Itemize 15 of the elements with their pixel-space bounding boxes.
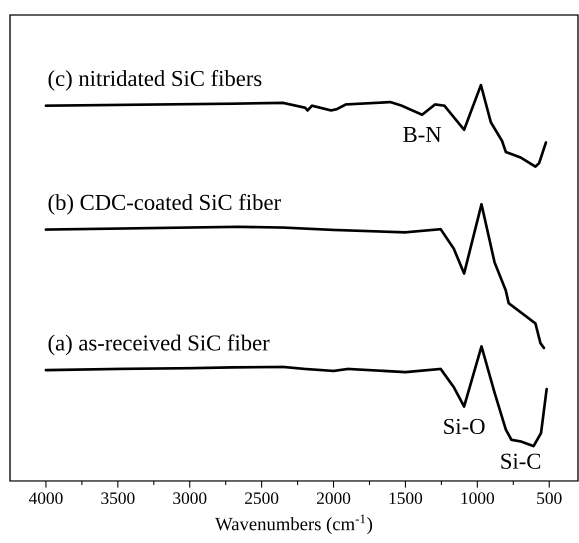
annotation: B-N	[403, 127, 442, 142]
x-tick-label: 500	[537, 492, 562, 504]
series-label: (a) as-received SiC fiber	[48, 334, 270, 356]
series-label: (b) CDC-coated SiC fiber	[48, 194, 281, 215]
x-tick-label: 2500	[245, 492, 278, 504]
x-axis-title: Wavenumbers (cm$^{-1}$)	[215, 514, 372, 534]
x-tick-label: 4000	[28, 492, 63, 504]
x-tick-label: 2000	[316, 492, 350, 504]
x-tick-label: 3000	[173, 492, 206, 504]
series-label: (c) nitridated SiC fibers	[48, 70, 262, 91]
annotation: Si-O	[444, 418, 485, 434]
x-tick-label: 1500	[390, 492, 422, 504]
annotation: Si-C	[501, 454, 540, 469]
x-tick-label: 1000	[462, 492, 494, 504]
x-tick-label: 3500	[101, 492, 135, 504]
